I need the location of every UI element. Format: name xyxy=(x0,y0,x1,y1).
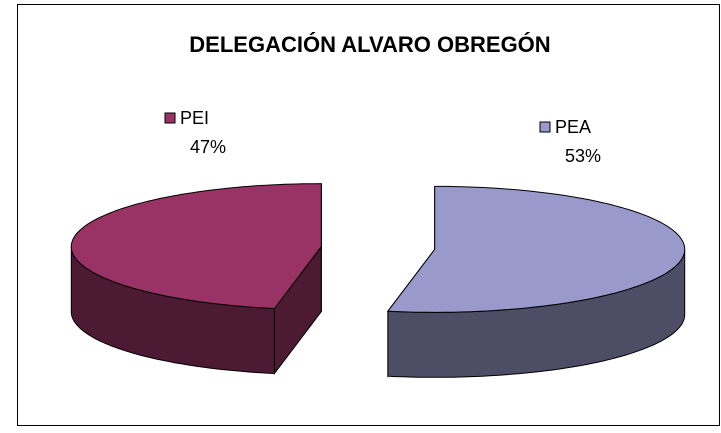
slice-top xyxy=(386,185,686,313)
slice-label: PEA xyxy=(555,117,591,137)
slice-value-label: 53% xyxy=(565,146,601,166)
pie-slice xyxy=(70,183,322,375)
slice-label: PEI xyxy=(180,108,209,128)
chart-title: DELEGACIÓN ALVARO OBREGÓN xyxy=(189,32,550,57)
slice-top xyxy=(70,183,322,310)
legend-key xyxy=(539,121,551,133)
pie-slice xyxy=(386,185,686,378)
legend-key xyxy=(164,112,176,124)
slice-value-label: 47% xyxy=(190,137,226,157)
